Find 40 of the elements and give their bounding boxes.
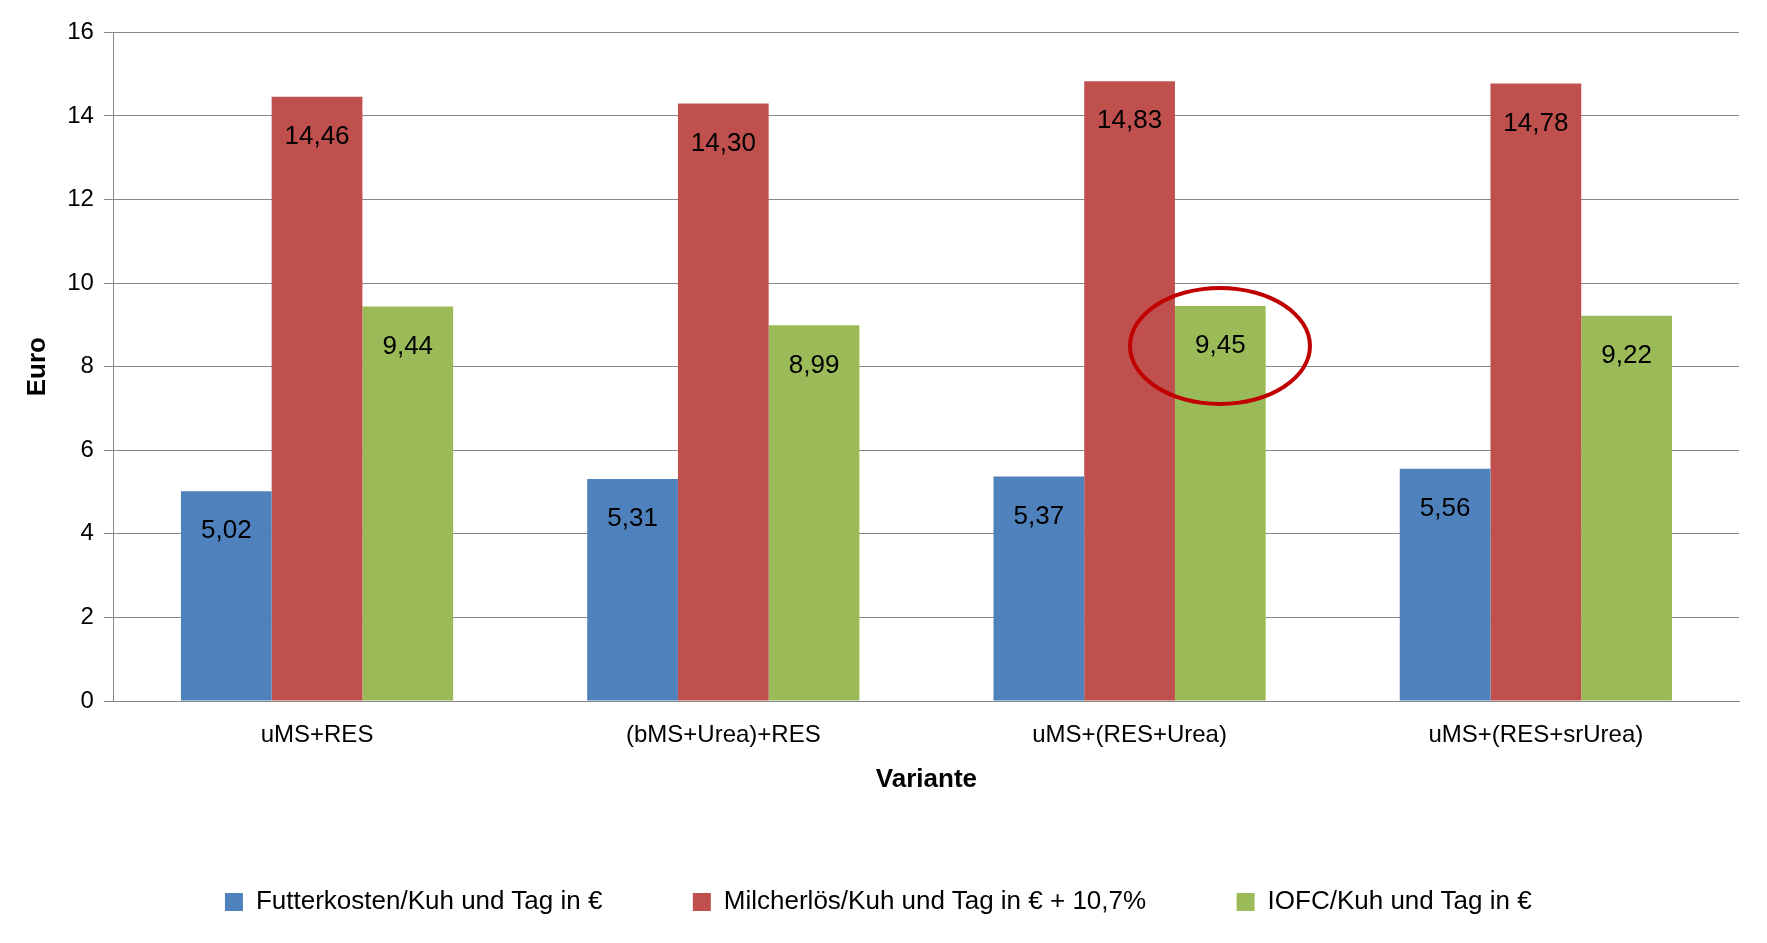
bar	[993, 476, 1085, 701]
x-axis-title: Variante	[875, 762, 978, 793]
bar	[1399, 468, 1491, 701]
data-label: 8,99	[788, 348, 840, 379]
data-label: 14,83	[1097, 104, 1163, 135]
data-label: 14,30	[690, 126, 756, 157]
legend-label: Futterkosten/Kuh und Tag in €	[255, 885, 603, 916]
data-label: 5,37	[1013, 499, 1065, 530]
legend-label: Milcherlös/Kuh und Tag in € + 10,7%	[723, 885, 1147, 916]
x-tick-label: uMS+(RES+srUrea)	[1428, 720, 1644, 748]
x-tick-label: uMS+RES	[260, 720, 374, 748]
y-tick-label: 14	[67, 100, 94, 128]
y-tick-label: 10	[67, 267, 94, 295]
x-tick-label: (bMS+Urea)+RES	[625, 720, 821, 748]
data-label: 14,46	[284, 119, 350, 150]
data-label: 5,31	[607, 502, 658, 533]
y-axis-title: Euro	[20, 337, 51, 397]
bar	[768, 325, 860, 701]
legend-label: IOFC/Kuh und Tag in €	[1267, 885, 1533, 916]
data-label: 9,44	[382, 329, 434, 360]
bar	[180, 491, 272, 701]
y-tick-label: 6	[80, 434, 94, 462]
data-label: 14,78	[1503, 106, 1569, 137]
data-label: 5,02	[200, 514, 252, 545]
bar	[1490, 83, 1582, 701]
y-tick-label: 0	[80, 685, 94, 713]
y-tick-label: 4	[80, 518, 94, 546]
bar	[1581, 315, 1672, 701]
y-tick-label: 12	[67, 184, 94, 212]
bar	[362, 306, 454, 701]
y-tick-label: 2	[80, 602, 94, 630]
x-tick-label: uMS+(RES+Urea)	[1032, 720, 1227, 748]
bar	[677, 103, 769, 701]
data-label: 9,45	[1195, 329, 1246, 360]
bar	[587, 479, 678, 701]
data-label: 9,22	[1601, 338, 1652, 369]
data-label: 5,56	[1419, 491, 1471, 522]
y-tick-label: 16	[67, 17, 94, 45]
y-tick-label: 8	[80, 351, 94, 379]
bar	[271, 96, 363, 701]
